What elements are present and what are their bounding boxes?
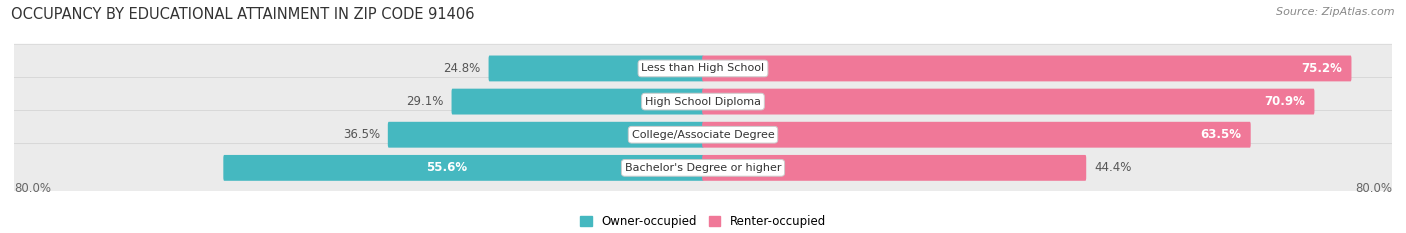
Text: 70.9%: 70.9% bbox=[1264, 95, 1305, 108]
FancyBboxPatch shape bbox=[224, 155, 704, 181]
Text: College/Associate Degree: College/Associate Degree bbox=[631, 130, 775, 140]
Text: OCCUPANCY BY EDUCATIONAL ATTAINMENT IN ZIP CODE 91406: OCCUPANCY BY EDUCATIONAL ATTAINMENT IN Z… bbox=[11, 7, 475, 22]
Text: 29.1%: 29.1% bbox=[406, 95, 444, 108]
Text: 55.6%: 55.6% bbox=[426, 161, 467, 174]
FancyBboxPatch shape bbox=[388, 122, 704, 148]
Text: Less than High School: Less than High School bbox=[641, 63, 765, 73]
FancyBboxPatch shape bbox=[11, 110, 1395, 159]
Text: 75.2%: 75.2% bbox=[1301, 62, 1341, 75]
Text: 63.5%: 63.5% bbox=[1201, 128, 1241, 141]
FancyBboxPatch shape bbox=[488, 55, 704, 81]
FancyBboxPatch shape bbox=[702, 89, 1315, 114]
Text: 80.0%: 80.0% bbox=[14, 182, 51, 195]
Text: High School Diploma: High School Diploma bbox=[645, 97, 761, 106]
Text: Source: ZipAtlas.com: Source: ZipAtlas.com bbox=[1277, 7, 1395, 17]
FancyBboxPatch shape bbox=[11, 77, 1395, 126]
FancyBboxPatch shape bbox=[702, 55, 1351, 81]
FancyBboxPatch shape bbox=[11, 44, 1395, 93]
Text: Bachelor's Degree or higher: Bachelor's Degree or higher bbox=[624, 163, 782, 173]
FancyBboxPatch shape bbox=[702, 155, 1087, 181]
Text: 44.4%: 44.4% bbox=[1094, 161, 1132, 174]
Text: 36.5%: 36.5% bbox=[343, 128, 380, 141]
Text: 80.0%: 80.0% bbox=[1355, 182, 1392, 195]
Legend: Owner-occupied, Renter-occupied: Owner-occupied, Renter-occupied bbox=[575, 210, 831, 233]
FancyBboxPatch shape bbox=[702, 122, 1251, 148]
FancyBboxPatch shape bbox=[11, 144, 1395, 192]
Text: 24.8%: 24.8% bbox=[443, 62, 481, 75]
FancyBboxPatch shape bbox=[451, 89, 704, 114]
